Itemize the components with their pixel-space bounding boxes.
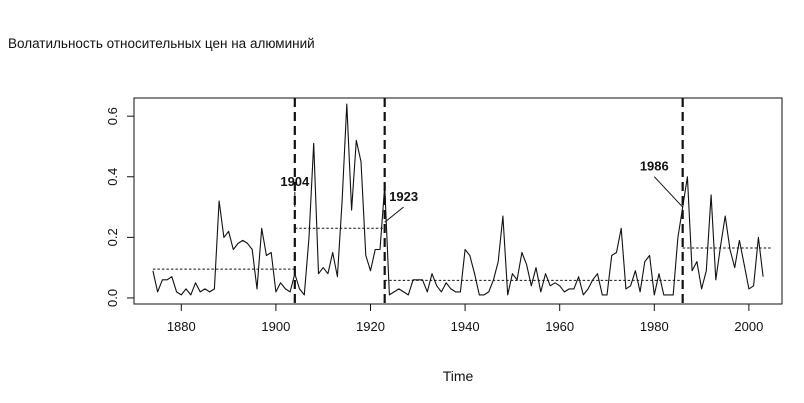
x-axis-label: Time [443,368,474,384]
annotation-pointer-line [653,176,684,208]
y-tick-label: 0.4 [105,168,120,186]
axes: 1880 1900 1920 1940 1960 1980 2000 0.0 0.2 0.4 0.6 [105,97,783,334]
y-tick-label: 0.0 [105,289,120,307]
x-tick-label: 1960 [545,319,574,334]
page-title: Волатильность относительных цен на алюми… [8,36,315,51]
x-tick-label: 2000 [734,319,763,334]
breakpoint-annotation-label: 1923 [389,189,418,204]
y-tick-label: 0.6 [105,107,120,125]
x-tick-label: 1880 [167,319,196,334]
x-tick-label: 1900 [261,319,290,334]
x-tick-label: 1940 [451,319,480,334]
y-tick-label: 0.2 [105,228,120,246]
x-tick-label: 1980 [640,319,669,334]
annotation-pointer-line [384,206,404,223]
volatility-series-line [152,103,764,296]
plot-area: 1904 1923 1986 [152,98,773,304]
x-tick-label: 1920 [356,319,385,334]
plot-frame [133,97,783,305]
breakpoint-annotation-label: 1904 [280,174,310,189]
breakpoint-annotation-label: 1986 [640,159,669,174]
